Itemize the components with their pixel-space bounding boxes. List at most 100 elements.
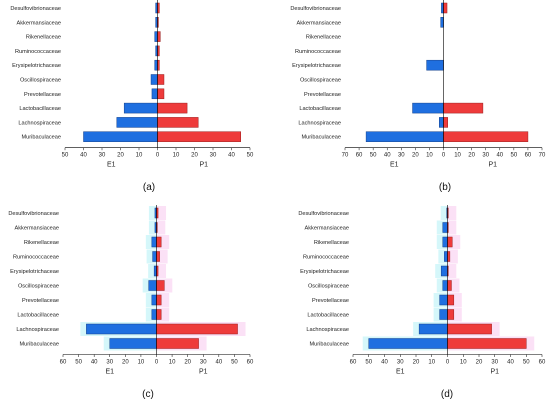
category-label: Desulfovibrionaceae <box>8 211 59 217</box>
bar-p1 <box>157 31 161 42</box>
x-tick-label: 40 <box>507 360 514 366</box>
p1-glow <box>156 220 166 235</box>
bar-e1 <box>418 323 448 335</box>
bar-p1 <box>447 236 453 248</box>
x-tick-label: 40 <box>496 153 503 159</box>
category-label: Erysipelotrichaceae <box>12 63 61 69</box>
bar-e1 <box>441 2 444 14</box>
x-tick-label: 0 <box>156 153 160 159</box>
x-tick-label: 50 <box>511 153 518 159</box>
x-tick-label: 70 <box>342 153 349 159</box>
x-tick-label: 50 <box>523 360 530 366</box>
x-tick-label: 20 <box>413 360 420 366</box>
bar-e1 <box>109 338 157 349</box>
category-label: Rikenellaceae <box>26 35 61 41</box>
x-tick-label: 20 <box>412 153 419 159</box>
category-label: Lachnospiraceae <box>16 327 59 333</box>
bar-p1 <box>447 294 455 306</box>
bar-p1 <box>157 117 199 128</box>
bar-e1 <box>368 338 448 349</box>
bar-p1 <box>443 2 448 14</box>
legend-p1: P1 <box>199 369 208 376</box>
x-tick-label: 60 <box>60 360 67 366</box>
bar-p1 <box>157 88 165 100</box>
e1-glow <box>145 293 157 307</box>
panel-label: (b) <box>439 182 451 193</box>
p1-glow <box>447 264 457 278</box>
category-label: Prevotellaceae <box>22 298 59 304</box>
category-label: Akkermansiaceae <box>305 226 349 232</box>
bar-e1 <box>440 265 448 277</box>
bar-e1 <box>154 31 158 42</box>
x-tick-label: 60 <box>539 360 546 366</box>
x-tick-label: 30 <box>106 360 113 366</box>
bar-e1 <box>150 74 158 85</box>
category-label: Lachnospiraceae <box>18 120 61 126</box>
x-tick-label: 10 <box>454 153 461 159</box>
bar-p1 <box>447 251 451 262</box>
x-tick-label: 10 <box>428 360 435 366</box>
bar-e1 <box>151 309 157 320</box>
e1-glow <box>438 249 448 264</box>
category-label: Erysipelotrichaceae <box>10 269 59 275</box>
x-tick-label: 30 <box>397 360 404 366</box>
legend-e1: E1 <box>396 369 405 376</box>
x-tick-label: 60 <box>525 153 532 159</box>
category-label: Ruminococcaceae <box>15 49 61 55</box>
x-tick-label: 40 <box>91 360 98 366</box>
bar-e1 <box>116 117 158 128</box>
chart-panel-4: Desulfovibrionaceae Akkermansiaceae Rikene… <box>298 205 546 400</box>
e1-glow <box>436 278 448 293</box>
p1-glow <box>156 249 168 264</box>
legend-p1: P1 <box>199 162 208 169</box>
p1-glow <box>447 249 458 264</box>
bar-e1 <box>123 102 158 114</box>
bar-e1 <box>439 294 448 306</box>
x-tick-label: 30 <box>200 360 207 366</box>
x-tick-label: 30 <box>99 153 106 159</box>
category-label: Muribaculaceae <box>22 135 62 141</box>
bar-p1 <box>447 338 527 349</box>
category-label: Lachnospiraceae <box>306 327 349 333</box>
bar-e1 <box>151 88 158 100</box>
bar-p1 <box>157 74 165 85</box>
p1-glow <box>156 264 167 278</box>
legend-p1: P1 <box>490 369 499 376</box>
category-label: Prevotellaceae <box>24 92 61 98</box>
e1-glow <box>145 307 157 322</box>
category-label: Rikenellaceae <box>24 240 59 246</box>
category-label: Rikenellaceae <box>306 35 341 41</box>
category-label: Muribaculaceae <box>310 342 350 348</box>
category-label: Desulfovibrionaceae <box>298 211 349 217</box>
e1-glow <box>440 206 448 220</box>
x-tick-label: 20 <box>191 153 198 159</box>
e1-glow <box>148 220 157 235</box>
bar-e1 <box>151 294 157 306</box>
bar-p1 <box>443 102 484 114</box>
x-tick-label: 20 <box>117 153 124 159</box>
x-tick-label: 50 <box>365 360 372 366</box>
category-label: Oscillospiraceae <box>20 78 61 84</box>
panel-label: (d) <box>441 389 453 400</box>
category-label: Prevotellaceae <box>312 298 349 304</box>
category-label: Lactobacillaceae <box>19 106 61 112</box>
category-label: Akkermansiaceae <box>15 226 59 232</box>
category-label: Erysipelotrichaceae <box>292 63 341 69</box>
e1-glow <box>146 249 157 264</box>
bar-p1 <box>447 309 455 320</box>
category-label: Oscillospiraceae <box>300 78 341 84</box>
x-tick-label: 50 <box>370 153 377 159</box>
bar-p1 <box>156 309 162 320</box>
bar-e1 <box>365 131 444 142</box>
bar-e1 <box>426 59 444 71</box>
category-label: Ruminococcaceae <box>295 49 341 55</box>
e1-glow <box>145 235 157 249</box>
x-tick-label: 40 <box>228 153 235 159</box>
bar-e1 <box>444 251 448 262</box>
p1-glow <box>447 220 457 235</box>
bar-p1 <box>157 102 188 114</box>
chart-panel-3: Desulfovibrionaceae Akkermansiaceae Rikene… <box>8 205 254 400</box>
bar-p1 <box>156 294 162 306</box>
category-label: Oscillospiraceae <box>18 284 59 290</box>
